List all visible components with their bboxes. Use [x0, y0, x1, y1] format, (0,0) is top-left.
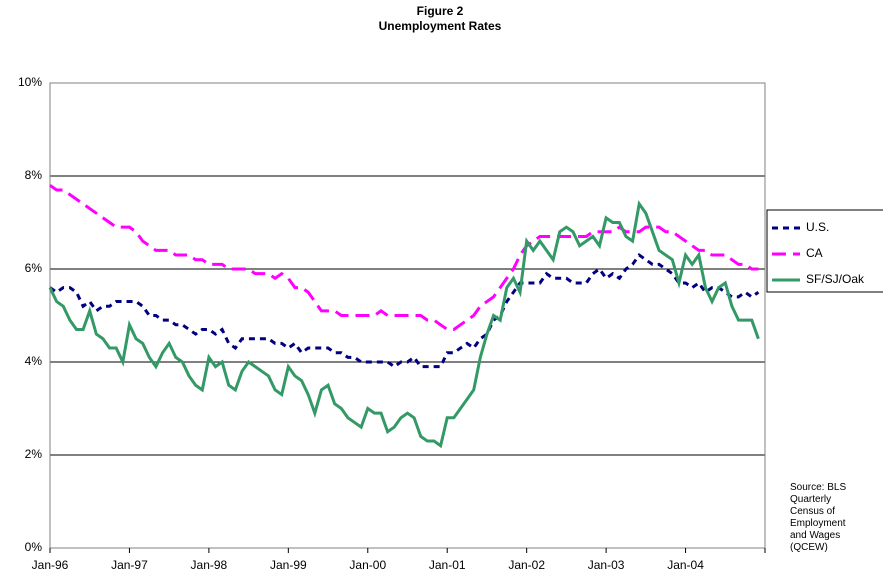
- x-tick-label: Jan-02: [508, 558, 545, 572]
- chart-subtitle: Unemployment Rates: [379, 19, 502, 33]
- legend-label: U.S.: [806, 220, 829, 234]
- x-tick-label: Jan-99: [270, 558, 307, 572]
- y-tick-label: 8%: [25, 168, 43, 182]
- y-tick-label: 10%: [18, 75, 42, 89]
- legend-label: SF/SJ/Oak: [806, 272, 865, 286]
- y-tick-label: 6%: [25, 261, 43, 275]
- y-tick-label: 0%: [25, 540, 43, 554]
- series-line: [48, 200, 760, 449]
- series-line: [49, 252, 760, 369]
- x-tick-label: Jan-01: [429, 558, 466, 572]
- y-tick-label: 2%: [25, 447, 43, 461]
- chart-title: Figure 2: [417, 4, 464, 18]
- x-tick-label: Jan-04: [667, 558, 704, 572]
- x-tick-label: Jan-97: [111, 558, 148, 572]
- x-tick-label: Jan-00: [349, 558, 386, 572]
- x-tick-label: Jan-98: [191, 558, 228, 572]
- x-tick-label: Jan-96: [32, 558, 69, 572]
- legend-label: CA: [806, 246, 823, 260]
- source-note: Source: BLS Quarterly Census of Employme…: [790, 482, 847, 553]
- series-line: [49, 184, 759, 331]
- y-tick-label: 4%: [25, 354, 43, 368]
- legend-box: [766, 209, 883, 293]
- x-tick-label: Jan-03: [588, 558, 625, 572]
- plot-border: [49, 82, 766, 549]
